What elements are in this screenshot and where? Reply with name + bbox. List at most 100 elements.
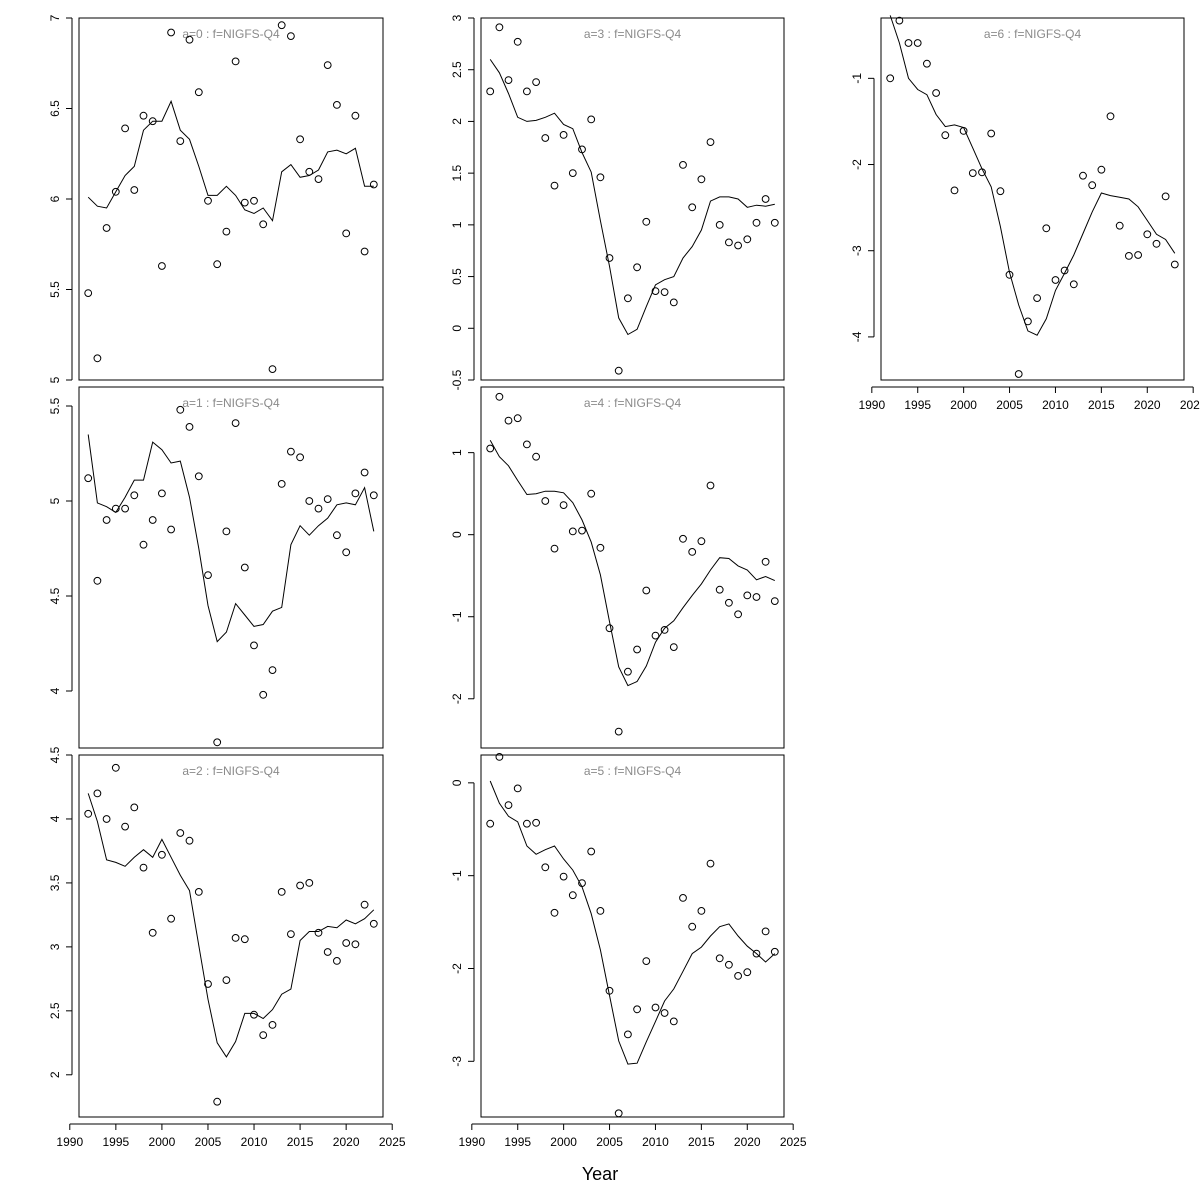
observed-point xyxy=(605,254,614,262)
observed-point xyxy=(102,224,111,232)
observed-point xyxy=(121,504,129,513)
observed-point xyxy=(734,241,742,250)
observed-point xyxy=(578,526,586,535)
y-tick-label: -1 xyxy=(850,73,864,84)
observed-point xyxy=(84,289,93,298)
observed-point xyxy=(231,57,240,66)
panels-group: a=0 : f=NIGFS-Q4 5 5.5 6 6.5 7 a=1 : f=NIGFS-Q… xyxy=(48,14,1200,1149)
observed-point xyxy=(185,35,194,44)
observed-point xyxy=(213,738,222,747)
observed-point xyxy=(752,218,761,227)
observed-point xyxy=(1125,252,1133,260)
panel-5: a=5 : f=NIGFS-Q4 -3 -2 -1 0 1990 1995 2000 2005 2… xyxy=(450,753,807,1149)
observed-point xyxy=(250,641,258,650)
panel-title: a=3 : f=NIGFS-Q4 xyxy=(584,27,682,41)
observed-point xyxy=(250,196,258,205)
observed-point xyxy=(770,947,779,956)
observed-point xyxy=(624,1030,632,1039)
observed-point xyxy=(761,557,770,566)
y-tick-label: 0 xyxy=(450,531,464,538)
observed-point xyxy=(486,444,495,453)
observed-point xyxy=(1134,251,1142,259)
x-tick-label: 2020 xyxy=(1134,398,1161,412)
observed-point xyxy=(559,872,568,881)
x-tick-label: 2015 xyxy=(688,1135,715,1149)
observed-point xyxy=(596,173,605,182)
observed-point xyxy=(139,111,148,120)
observed-point xyxy=(950,186,959,195)
observed-point xyxy=(513,784,522,793)
observed-point xyxy=(277,480,286,488)
observed-point xyxy=(752,593,761,601)
panel-title: a=1 : f=NIGFS-Q4 xyxy=(182,396,280,410)
x-tick-label: 2000 xyxy=(550,1135,577,1149)
observed-point xyxy=(333,957,341,965)
observed-point xyxy=(1042,224,1051,233)
observed-point xyxy=(495,392,504,401)
y-tick-label: 1 xyxy=(450,221,464,228)
panel-1: a=1 : f=NIGFS-Q4 4 4.5 5 5.5 xyxy=(48,386,384,749)
observed-point xyxy=(333,531,341,540)
observed-point xyxy=(587,489,596,498)
y-tick-label: 2.5 xyxy=(450,61,464,78)
observed-point xyxy=(323,61,332,69)
panel-frame xyxy=(480,17,785,381)
observed-point xyxy=(904,39,913,47)
y-tick-label: -3 xyxy=(850,245,864,256)
panel-4: a=4 : f=NIGFS-Q4 -2 -1 0 1 xyxy=(450,386,785,749)
panel-title: a=5 : f=NIGFS-Q4 xyxy=(584,764,682,778)
observed-point xyxy=(1051,276,1060,284)
observed-point xyxy=(176,405,185,414)
observed-point xyxy=(222,976,231,984)
observed-point xyxy=(770,597,779,605)
observed-point xyxy=(222,227,231,236)
observed-point xyxy=(130,186,139,194)
y-tick-label: -1 xyxy=(450,611,464,622)
y-tick-label: -0.5 xyxy=(450,369,464,390)
observed-point xyxy=(84,474,93,483)
observed-point xyxy=(596,907,605,915)
observed-point xyxy=(305,497,314,505)
fitted-line xyxy=(87,99,374,222)
x-tick-label: 2005 xyxy=(996,398,1023,412)
observed-point xyxy=(633,263,641,272)
observed-point xyxy=(194,888,203,896)
y-tick-label: -2 xyxy=(450,963,464,974)
y-tick-label: 5 xyxy=(48,376,62,383)
observed-point xyxy=(158,489,166,498)
observed-point xyxy=(752,949,761,958)
observed-point xyxy=(504,76,513,84)
y-tick-label: 7 xyxy=(48,14,62,21)
observed-point xyxy=(240,935,249,944)
observed-point xyxy=(1152,239,1161,248)
observed-point xyxy=(504,416,513,425)
observed-point xyxy=(559,501,568,510)
y-tick-label: 3 xyxy=(450,14,464,21)
observed-point xyxy=(987,129,996,138)
observed-point xyxy=(1097,165,1106,174)
observed-point xyxy=(688,203,697,212)
observed-point xyxy=(351,940,360,949)
panel-title: a=4 : f=NIGFS-Q4 xyxy=(584,396,682,410)
observed-point xyxy=(614,1109,623,1118)
observed-point xyxy=(111,504,120,513)
observed-point xyxy=(1079,171,1087,180)
observed-point xyxy=(1060,266,1069,275)
observed-point xyxy=(296,453,305,462)
observed-point xyxy=(148,928,157,937)
panel-title: a=6 : f=NIGFS-Q4 xyxy=(984,27,1082,41)
observed-point xyxy=(139,863,148,872)
x-axis-label: Year xyxy=(582,1164,618,1184)
observed-point xyxy=(697,175,706,184)
observed-point xyxy=(532,818,540,827)
observed-point xyxy=(743,591,752,600)
observed-point xyxy=(669,298,678,307)
observed-point xyxy=(679,161,687,169)
x-tick-label: 2025 xyxy=(379,1135,406,1149)
observed-point xyxy=(660,288,669,297)
observed-point xyxy=(660,626,669,634)
x-tick-label: 2005 xyxy=(195,1135,222,1149)
observed-point xyxy=(669,643,678,651)
observed-point xyxy=(932,89,940,97)
observed-point xyxy=(734,972,742,980)
